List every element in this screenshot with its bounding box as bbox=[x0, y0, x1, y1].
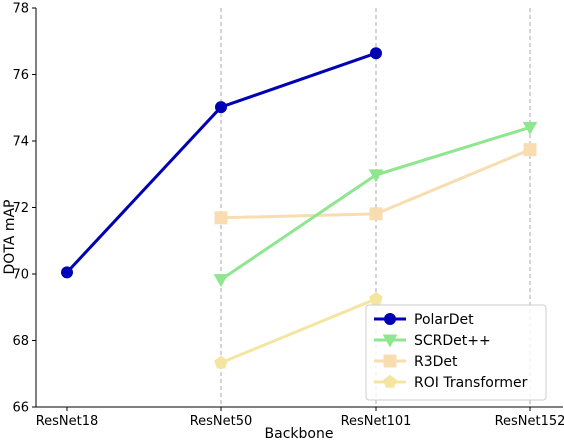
x-axis-label: Backbone bbox=[265, 426, 334, 440]
y-axis-label: DOTA mAP bbox=[2, 200, 18, 275]
y-tick-label: 76 bbox=[12, 68, 29, 83]
y-tick-label: 70 bbox=[12, 268, 29, 283]
data-point-r3det bbox=[369, 207, 383, 221]
data-point-scrdet bbox=[522, 121, 538, 135]
legend-box bbox=[365, 304, 547, 401]
y-tick-label: 68 bbox=[12, 334, 29, 349]
x-tick-label: ResNet101 bbox=[341, 414, 412, 429]
legend-marker-scrdet bbox=[382, 334, 398, 348]
series-roi-transformer bbox=[214, 291, 383, 369]
legend-item-scrdet: SCRDet++ bbox=[374, 333, 491, 349]
legend-marker-polardet bbox=[384, 313, 396, 325]
legend-marker-r3det bbox=[383, 354, 397, 368]
legend-item-roi-transformer: ROI Transformer bbox=[374, 374, 528, 391]
legend: PolarDet SCRDet++ R3Det ROI Transformer bbox=[365, 304, 547, 401]
legend-label: ROI Transformer bbox=[414, 375, 528, 391]
series-scrdet bbox=[213, 121, 538, 288]
y-tick-label: 72 bbox=[12, 201, 29, 216]
data-point-r3det bbox=[523, 143, 537, 157]
legend-label: PolarDet bbox=[414, 312, 474, 328]
legend-label: R3Det bbox=[414, 354, 458, 370]
y-tick-label: 78 bbox=[12, 2, 29, 17]
data-point-roi-transformer bbox=[369, 291, 383, 305]
data-point-scrdet bbox=[213, 274, 229, 288]
data-point-polardet bbox=[370, 47, 382, 60]
series-line-roi-transformer bbox=[220, 297, 377, 365]
x-tick-label: ResNet152 bbox=[495, 414, 564, 429]
data-point-roi-transformer bbox=[214, 355, 228, 369]
data-point-polardet bbox=[61, 266, 73, 279]
legend-item-polardet: PolarDet bbox=[374, 312, 474, 328]
y-tick-label: 66 bbox=[12, 401, 29, 416]
tick-labels: 66 68 70 72 74 76 78 ResNet18 ResNet50 ResNet101 R… bbox=[12, 2, 564, 430]
legend-marker-roi-transformer bbox=[383, 374, 397, 388]
series-polardet bbox=[61, 47, 382, 279]
series-r3det bbox=[214, 143, 537, 225]
data-point-scrdet bbox=[368, 169, 384, 183]
x-tick-label: ResNet18 bbox=[36, 414, 99, 429]
data-point-polardet bbox=[215, 101, 227, 114]
x-tick-label: ResNet50 bbox=[190, 414, 253, 429]
y-tick-label: 74 bbox=[12, 135, 29, 150]
data-point-r3det bbox=[214, 211, 228, 225]
legend-label: SCRDet++ bbox=[414, 333, 491, 349]
legend-item-r3det: R3Det bbox=[374, 354, 458, 370]
series-group bbox=[61, 47, 538, 369]
